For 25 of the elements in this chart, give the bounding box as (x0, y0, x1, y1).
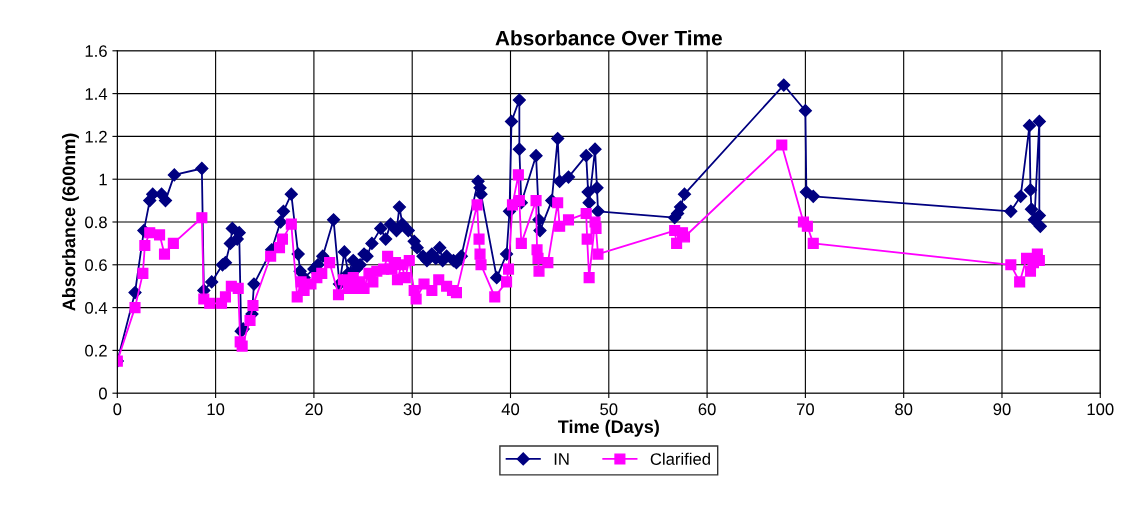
x-tick-label: 20 (305, 403, 323, 416)
x-tick-label: 40 (501, 403, 520, 416)
y-tick-label: 0.4 (85, 302, 108, 314)
x-tick-label: 10 (207, 403, 225, 416)
x-tick-label: 30 (403, 403, 421, 416)
y-tick-label: 1 (99, 173, 107, 186)
x-tick-label: 100 (1087, 403, 1114, 416)
x-tick-label: 90 (993, 403, 1011, 416)
y-axis-title: Absorbance (600nm) (62, 133, 79, 311)
x-axis-title: Time (Days) (557, 419, 659, 437)
x-tick-label: 70 (796, 403, 815, 416)
y-tick-label: 0.2 (85, 344, 107, 357)
legend-label: Clarified (650, 452, 710, 465)
x-tick-label: 80 (895, 403, 913, 416)
x-tick-label: 50 (600, 403, 618, 416)
y-tick-label: 0 (98, 387, 107, 400)
x-tick-label: 0 (113, 403, 122, 416)
y-tick-label: 0.8 (85, 216, 107, 229)
legend-label: IN (554, 453, 569, 465)
x-tick-label: 60 (698, 403, 716, 416)
y-tick-label: 0.6 (85, 259, 107, 271)
chart-title: Absorbance Over Time (495, 30, 722, 46)
y-tick-label: 1.4 (85, 88, 108, 100)
y-tick-label: 1.6 (85, 45, 107, 57)
y-tick-label: 1.2 (85, 130, 107, 143)
